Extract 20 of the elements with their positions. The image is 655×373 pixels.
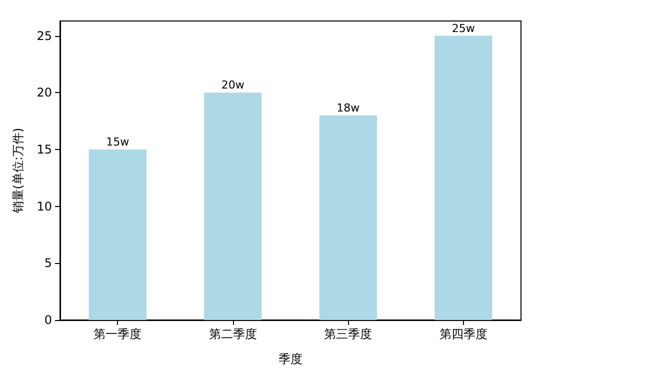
y-tick-label: 5 [44,256,52,270]
data-label: 25w [452,22,475,35]
bar [204,92,262,320]
data-label: 15w [106,135,130,148]
y-tick-label: 0 [44,313,52,327]
x-axis-title: 季度 [278,352,302,366]
data-label: 20w [221,78,244,92]
y-axis-title: 销量(单位:万件) [11,128,25,214]
bar [88,149,146,320]
bar [319,115,377,320]
x-tick-label: 第一季度 [94,327,142,341]
x-tick-label: 第二季度 [208,327,257,341]
data-label: 18w [336,101,360,114]
y-tick-label: 10 [36,199,52,214]
x-tick-label: 第三季度 [324,327,372,341]
y-tick-label: 15 [36,142,52,156]
x-tick-label: 第四季度 [439,327,488,341]
bar [434,36,492,320]
y-tick-label: 20 [36,86,52,100]
y-tick-label: 25 [36,28,52,43]
